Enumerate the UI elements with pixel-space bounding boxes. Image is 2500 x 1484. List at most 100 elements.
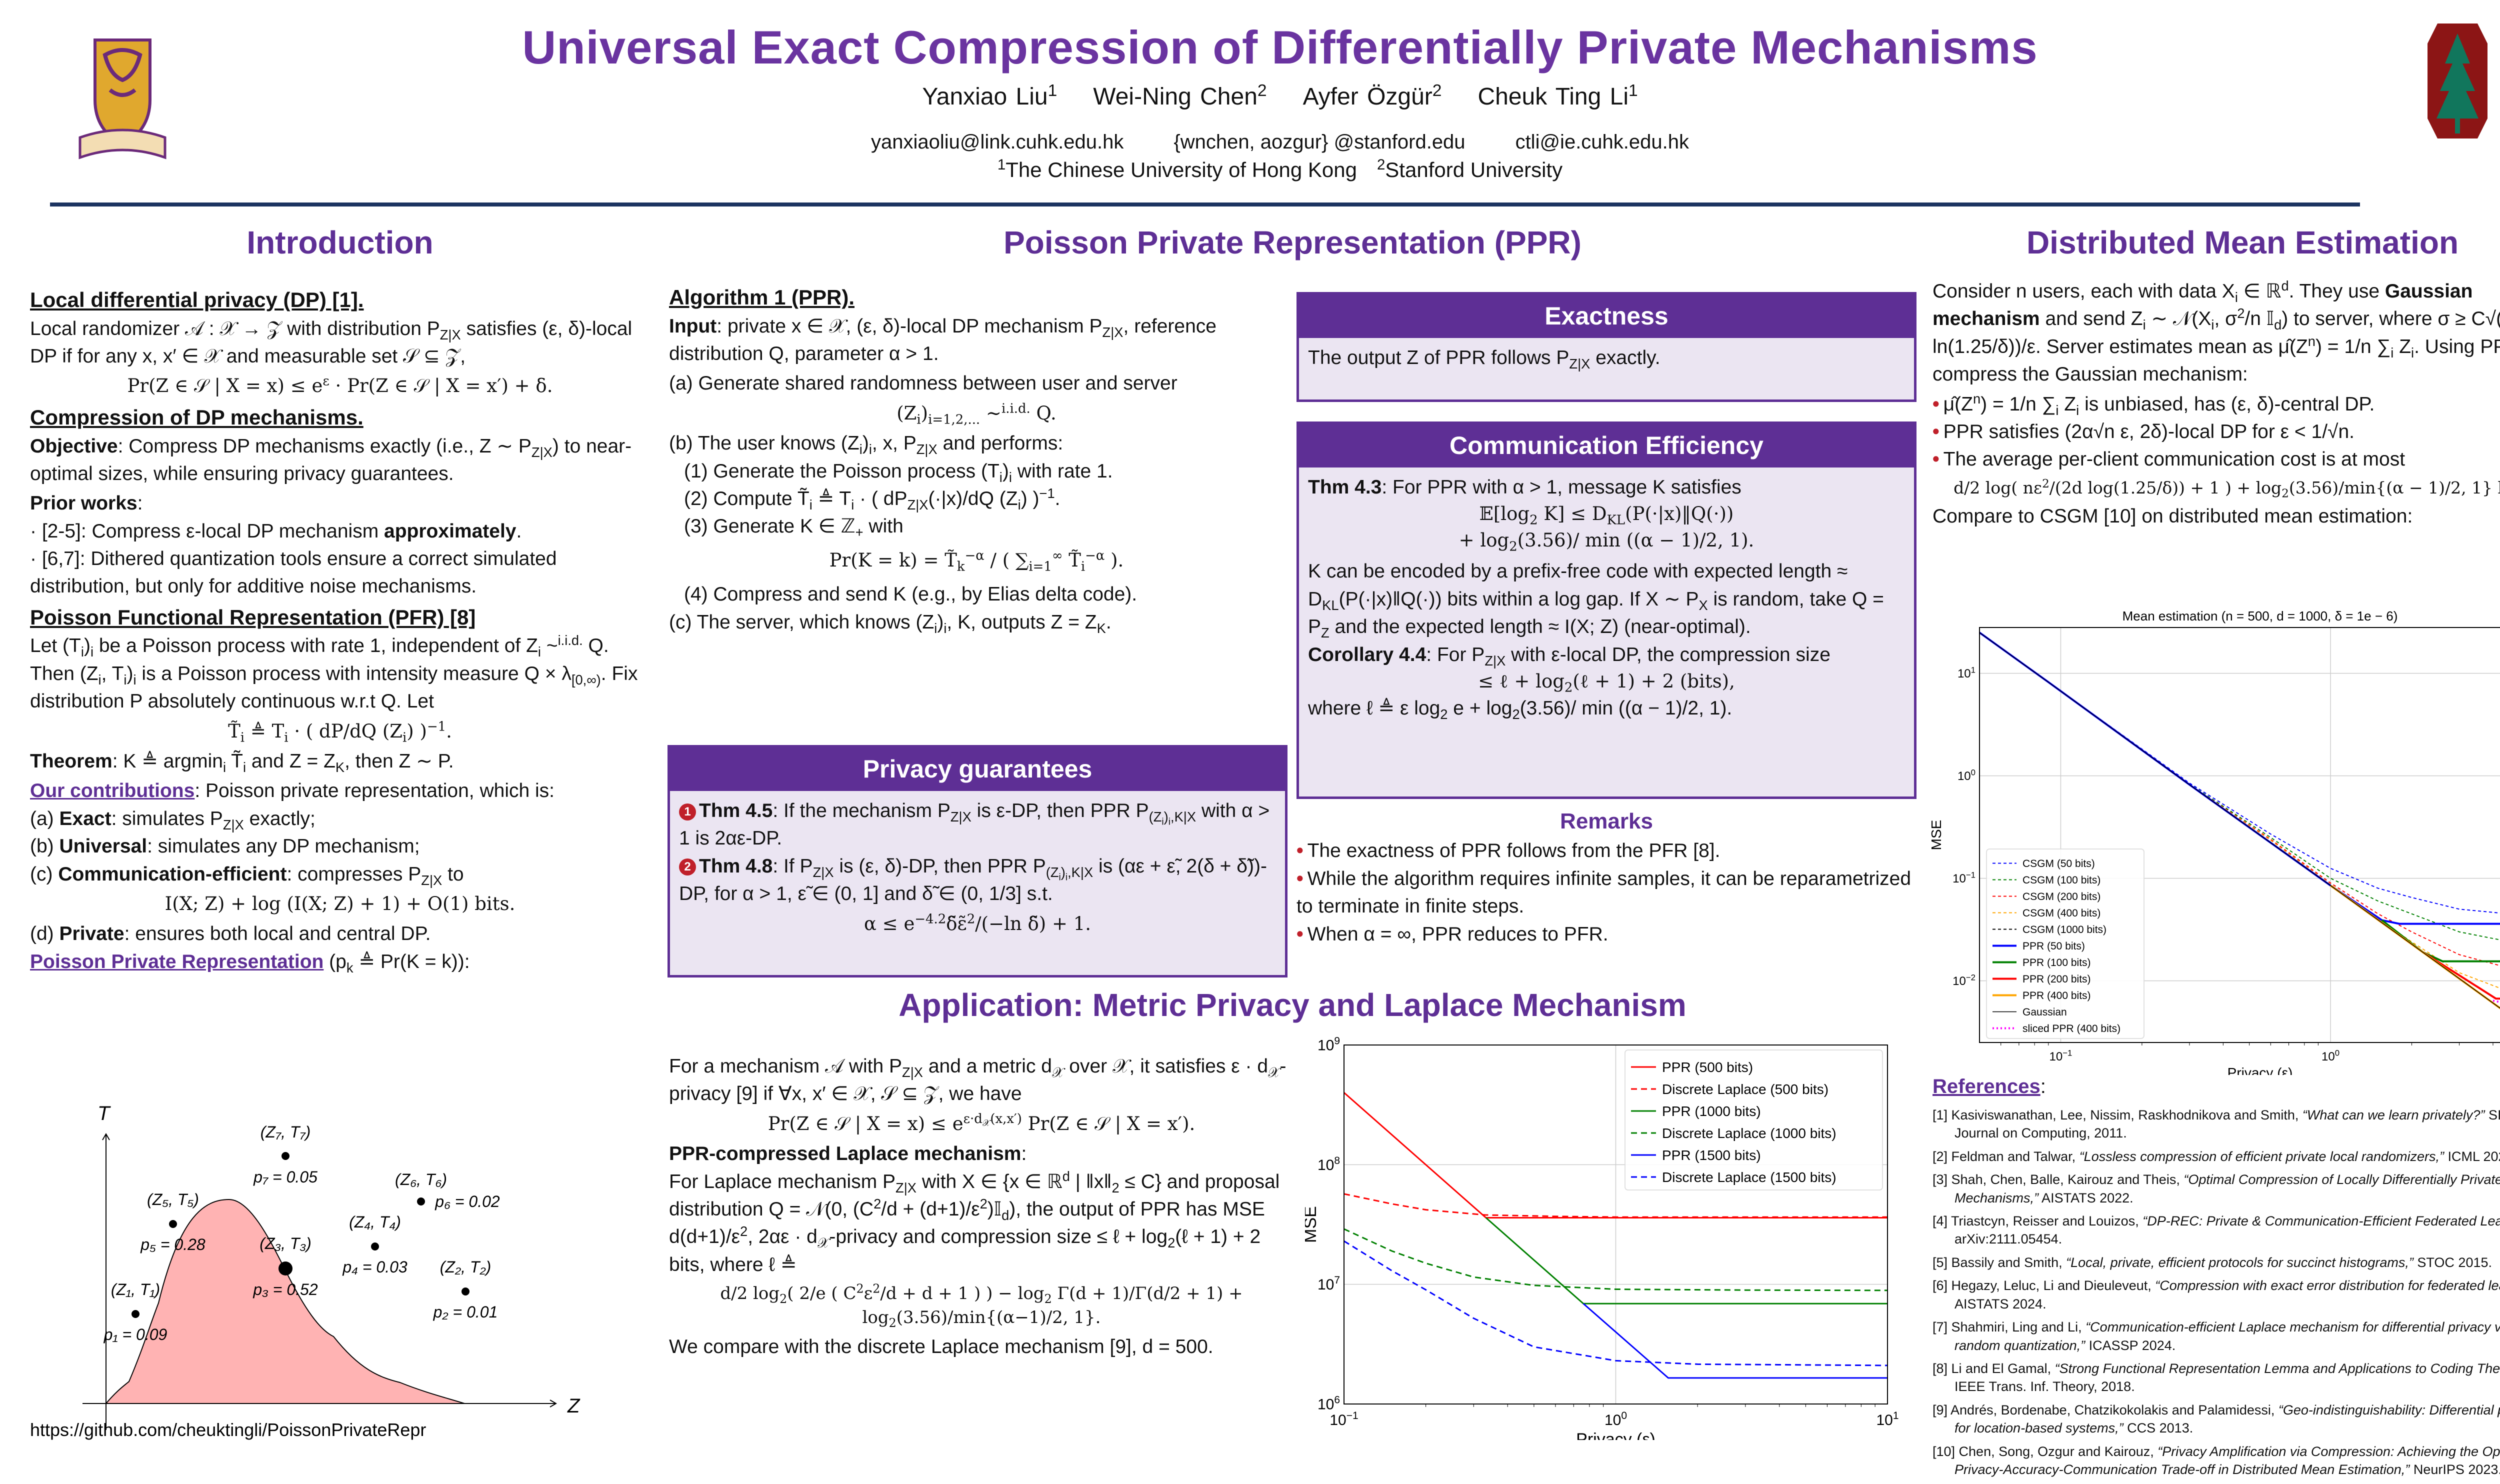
reference-authors: Hegazy, Leluc, Li and Dieuleveut, (1951, 1278, 2156, 1294)
prior-work-1-emphasis: approximately (384, 520, 516, 542)
bullet-text: PPR satisfies (2α√n ε, 2δ)-local DP for … (1943, 420, 2354, 442)
reference-item: [1] Kasiviswanathan, Lee, Nissim, Raskho… (1932, 1106, 2500, 1142)
reference-number: [9] (1932, 1402, 1951, 1418)
legend-box (1624, 1050, 1883, 1190)
ppr-note: (pk ≜ Pr(K = k)): (324, 950, 470, 976)
reference-number: [4] (1932, 1213, 1952, 1228)
bullet-icon: • (1296, 923, 1304, 945)
reference-title: “Optimal Compression of Locally Differen… (1954, 1172, 2500, 1206)
reference-item: [4] Triastcyn, Reisser and Louizos, “DP-… (1932, 1212, 2500, 1248)
legend-label: PPR (1500 bits) (1662, 1148, 1761, 1163)
y-tick-label: 106 (1318, 1394, 1340, 1413)
series-line-ppr-1500-bits- (1582, 1303, 1888, 1379)
legend-label: Gaussian (2022, 1006, 2067, 1018)
reference-authors: Shah, Chen, Balle, Kairouz and Theis, (1951, 1172, 2184, 1188)
author: Cheuk Ting Li1 (1478, 82, 1638, 110)
colon: : (137, 492, 143, 514)
section-title-application: Application: Metric Privacy and Laplace … (898, 987, 1686, 1023)
point-label: (Z₁, T₁) (111, 1280, 160, 1298)
algorithm-step: (a) Generate shared randomness between u… (669, 372, 1178, 394)
email: ctli@ie.cuhk.edu.hk (1515, 131, 1690, 153)
legend-label: Discrete Laplace (1500 bits) (1662, 1170, 1836, 1185)
reference-number: [8] (1932, 1361, 1952, 1376)
corollary-text: : For PZ|X with ε-local DP, the compress… (1426, 644, 1830, 668)
contribution-item: (c) Communication-efficient: compresses … (30, 860, 650, 888)
corollary-where: where ℓ ≜ ε log2 e + log2(3.56)/ min ((α… (1308, 698, 1732, 722)
reference-authors: Triastcyn, Reisser and Louizos, (1951, 1213, 2143, 1228)
reference-venue: AISTATS 2024. (1954, 1296, 2046, 1312)
reference-authors: Kasiviswanathan, Lee, Nissim, Raskhodnik… (1951, 1107, 2302, 1122)
series-line-discrete-laplace-1500-bits- (1344, 1240, 1888, 1366)
series-line-sliced-ppr-400-bits- (2492, 1000, 2500, 1004)
reference-venue: arXiv:2111.05454. (1954, 1232, 2062, 1247)
series-line-ppr-1000-bits- (1485, 1217, 1888, 1304)
point-6 (417, 1198, 425, 1206)
point-label: (Z₃, T₃) (260, 1234, 312, 1252)
theorem-label: Thm 4.8 (699, 855, 773, 877)
github-link[interactable]: https://github.com/cheuktingli/PoissonPr… (30, 1420, 426, 1440)
reference-number: [7] (1932, 1320, 1952, 1335)
legend-label: CSGM (50 bits) (2022, 858, 2095, 870)
remarks-section: Remarks • The exactness of PPR follows fr… (1296, 806, 1916, 948)
references-section: References: [1] Kasiviswanathan, Lee, Ni… (1932, 1072, 2500, 1484)
reference-venue: AISTATS 2022. (2038, 1190, 2134, 1206)
bullet-icon: • (1932, 393, 1940, 415)
x-tick-label: 100 (2322, 1048, 2340, 1064)
item-tag: (a) (30, 808, 60, 830)
ppr-link[interactable]: Poisson Private Representation (30, 950, 324, 972)
point-probability: p₃ = 0.52 (252, 1280, 318, 1298)
corollary-equation: ≤ ℓ + log2(ℓ + 1) + 2 (bits), (1478, 670, 1735, 696)
prior-work-1: · [2-5]: Compress ε-local DP mechanism (30, 520, 384, 542)
item-text: : simulates any DP mechanism; (147, 836, 420, 858)
remark-item: • While the algorithm requires infinite s… (1296, 865, 1916, 920)
legend-label: PPR (200 bits) (2022, 974, 2091, 985)
point-probability: p₆ = 0.02 (434, 1192, 500, 1210)
box-title: Communication Efficiency (1299, 424, 1914, 468)
reference-item: [9] Andrés, Bordenabe, Chatzikokolakis a… (1932, 1401, 2500, 1438)
t-axis-arrow-icon (102, 1133, 110, 1140)
email-list: yanxiaoliu@link.cuhk.edu.hk {wnchen, aozg… (0, 128, 2500, 156)
legend-label: CSGM (200 bits) (2022, 891, 2100, 902)
reference-title: “Lossless compression of efficient priva… (2079, 1148, 2444, 1164)
dme-emphasis: Gaussian mechanism (1932, 280, 2473, 330)
item-label: Universal (59, 836, 148, 858)
item-tag: (d) (30, 923, 60, 945)
laplace-heading: PPR-compressed Laplace mechanism (669, 1143, 1022, 1165)
reference-item: [5] Bassily and Smith, “Local, private, … (1932, 1254, 2500, 1272)
legend-label: PPR (400 bits) (2022, 990, 2091, 1002)
point-label: (Z₂, T₂) (440, 1258, 492, 1276)
reference-title: “What can we learn privately?” (2302, 1107, 2485, 1122)
remark-item: • The exactness of PPR follows from the P… (1296, 837, 1916, 864)
x-axis-label: Privacy (ε) (2228, 1065, 2293, 1075)
item-text: : compresses PZ|X to (286, 863, 464, 888)
dme-text: Consider n users, each with data Xi ∈ ℝd… (1932, 278, 2385, 305)
objective-text: : Compress DP mechanisms exactly (i.e., … (30, 435, 632, 484)
item-text: : ensures both local and central DP. (124, 923, 431, 945)
density-curve (104, 1198, 465, 1404)
remark-text: While the algorithm requires infinite sa… (1296, 868, 1912, 918)
reference-number: [5] (1932, 1254, 1952, 1270)
y-tick-label: 10−1 (1952, 870, 1976, 886)
series-line-csgm-100-bits- (1980, 632, 2500, 940)
legend-label: CSGM (1000 bits) (2022, 924, 2106, 936)
x-tick-label: 10−1 (1330, 1410, 1358, 1428)
reference-number: [6] (1932, 1278, 1952, 1294)
objective-label: Objective (30, 435, 118, 457)
numbered-bullet-icon: 2 (679, 858, 696, 876)
theorem-text: : If PZ|X is (ε, δ)-DP, then PPR P(Zi)i,… (679, 855, 1267, 905)
reference-venue: ICML 2021. (2448, 1148, 2500, 1164)
contributions-link[interactable]: Our contributions (30, 780, 195, 802)
series-line-gaussian (1980, 632, 2500, 1009)
y-tick-label: 109 (1318, 1036, 1340, 1054)
reference-item: [3] Shah, Chen, Balle, Kairouz and Theis… (1932, 1170, 2500, 1207)
reference-number: [3] (1932, 1172, 1952, 1188)
laplace-text: For Laplace mechanism PZ|X with X ∈ {x ∈… (669, 1168, 1280, 1276)
theorem-equation: α ≤ e−4.2δ̃ε̃2/(−ln δ̃) + 1. (864, 912, 1092, 934)
bullet-text: μ̂(Zn) = 1/n ∑i Zi is unbiased, has (ε, … (1943, 390, 2375, 418)
affiliation: 2Stanford University (1376, 156, 1563, 182)
contribution-item: (a) Exact: simulates PZ|X exactly; (30, 805, 650, 832)
item-tag: (b) (30, 836, 60, 858)
box-title: Exactness (1299, 294, 1914, 338)
point-probability: p₁ = 0.09 (104, 1326, 168, 1344)
colon: : (1021, 1143, 1027, 1165)
